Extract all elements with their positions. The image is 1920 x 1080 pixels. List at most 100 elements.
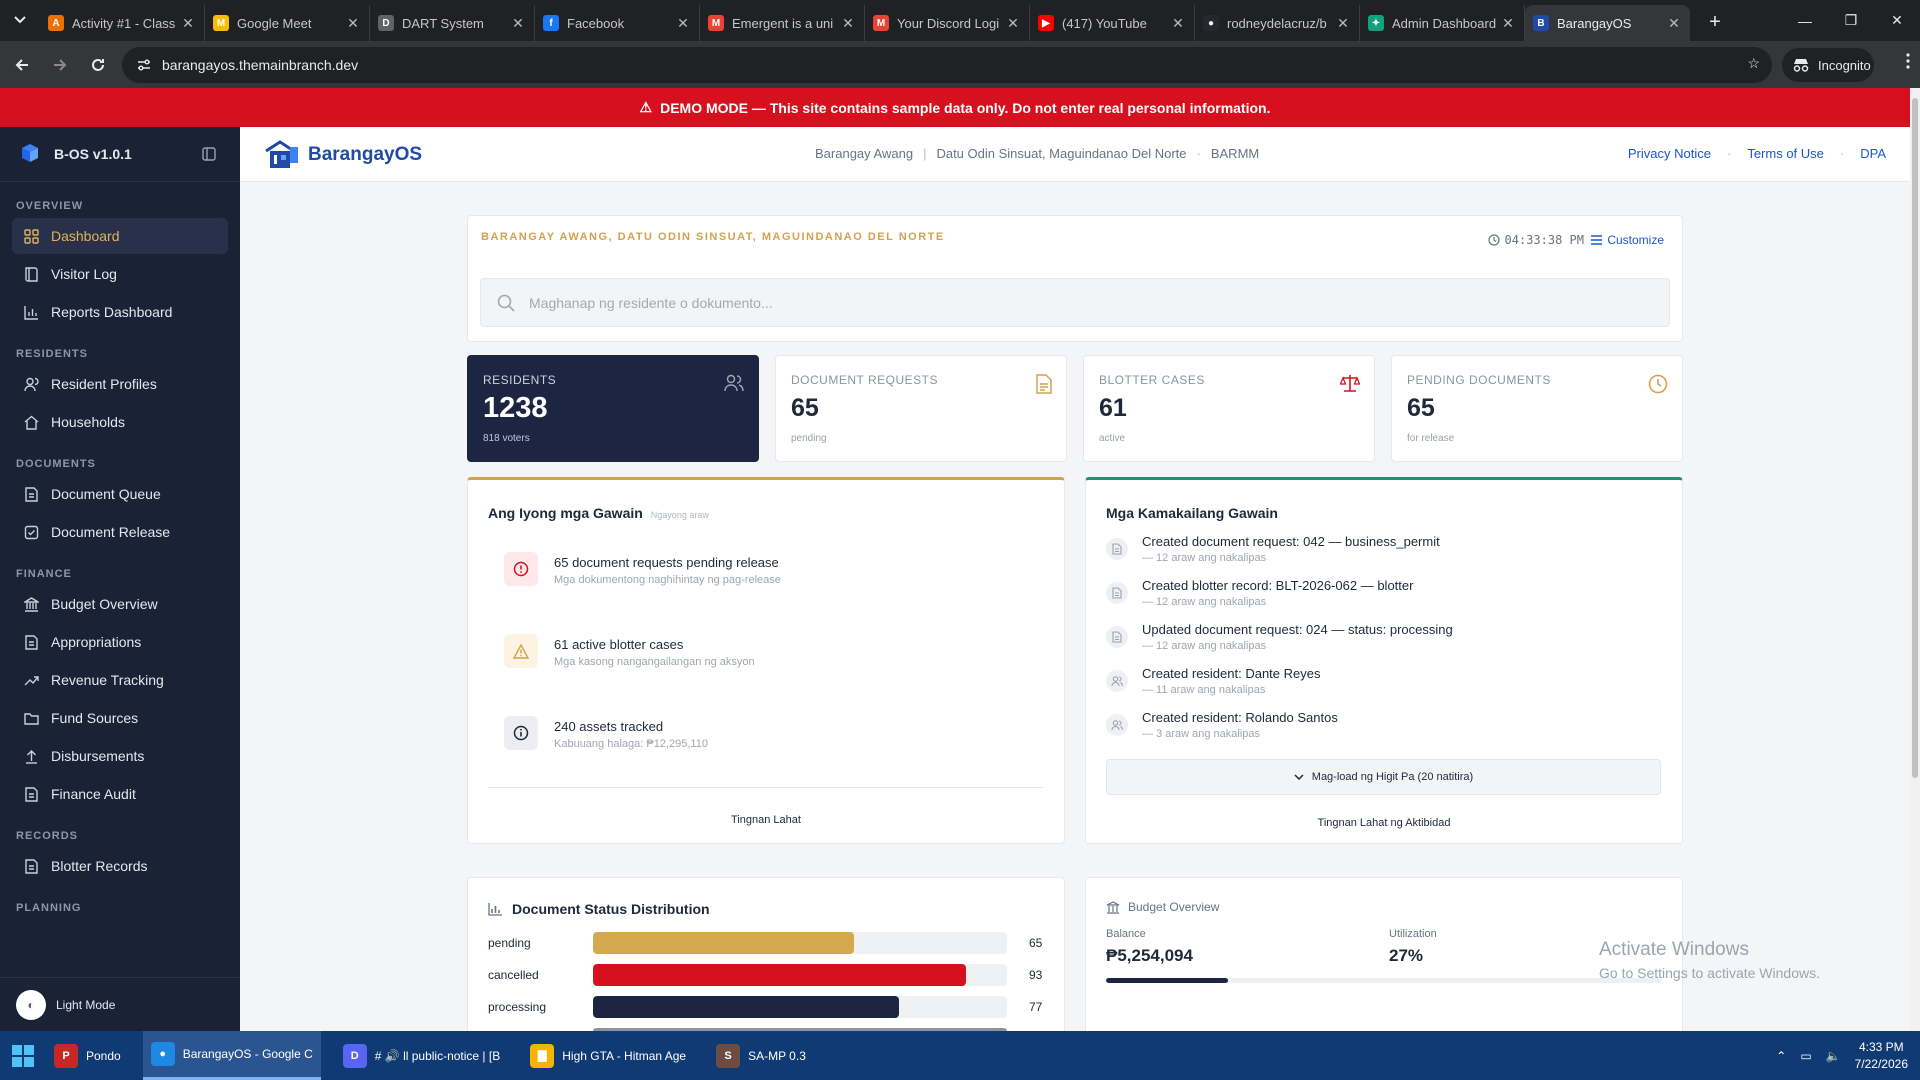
minimize-button[interactable]: —: [1798, 12, 1812, 29]
browser-tab[interactable]: A Activity #1 - Class ✕: [40, 5, 205, 41]
taskbar-app[interactable]: ● BarangayOS - Google C: [142, 1031, 321, 1080]
start-button[interactable]: [0, 1031, 46, 1080]
breadcrumb-separator: ·: [1196, 146, 1201, 161]
tab-close-icon[interactable]: ✕: [1007, 14, 1019, 31]
sidebar-item-document-queue[interactable]: Document Queue: [12, 476, 228, 512]
browser-tab[interactable]: D DART System ✕: [370, 5, 535, 41]
tasks-view-all-button[interactable]: Tingnan Lahat: [731, 814, 801, 826]
browser-menu-button[interactable]: [1906, 53, 1910, 69]
sidebar-item-fund-sources[interactable]: Fund Sources: [12, 700, 228, 736]
privacy-notice-link[interactable]: Privacy Notice: [1627, 146, 1711, 161]
activity-item[interactable]: Created blotter record: BLT-2026-062 — b…: [1106, 578, 1413, 608]
browser-tab[interactable]: M Google Meet ✕: [205, 5, 370, 41]
sidebar-item-disbursements[interactable]: Disbursements: [12, 738, 228, 774]
tab-search-button[interactable]: [6, 8, 34, 32]
status-label: processing: [488, 1000, 547, 1014]
sidebar-item-visitor-log[interactable]: Visitor Log: [12, 256, 228, 292]
restore-button[interactable]: ❐: [1844, 12, 1858, 28]
task-sub: Mga dokumentong naghihintay ng pag-relea…: [554, 574, 781, 586]
sidebar-item-finance-audit[interactable]: Finance Audit: [12, 776, 228, 812]
taskbar-clock[interactable]: 4:33 PM 7/22/2026: [1855, 1039, 1908, 1073]
document-status-title-text: Document Status Distribution: [512, 901, 710, 917]
stat-card-pending-documents[interactable]: PENDING DOCUMENTS 65 for release: [1391, 355, 1683, 462]
task-item[interactable]: 61 active blotter cases Mga kasong nangan…: [504, 634, 755, 668]
sidebar-item-reports-dashboard[interactable]: Reports Dashboard: [12, 294, 228, 330]
tab-close-icon[interactable]: ✕: [677, 14, 689, 31]
app-icon: S: [716, 1043, 741, 1068]
document-icon: [1106, 626, 1128, 648]
stat-card-document-requests[interactable]: DOCUMENT REQUESTS 65 pending: [775, 355, 1067, 462]
tab-close-icon[interactable]: ✕: [1172, 14, 1184, 31]
tab-close-icon[interactable]: ✕: [1668, 14, 1680, 31]
forward-button[interactable]: [44, 49, 76, 81]
task-item[interactable]: 240 assets tracked Kabuuang halaga: ₱12,2…: [504, 716, 708, 750]
collapse-sidebar-button[interactable]: [202, 147, 216, 161]
sidebar-item-households[interactable]: Households: [12, 404, 228, 440]
taskbar-app[interactable]: P Pondo: [46, 1031, 129, 1080]
theme-toggle[interactable]: ◐ Light Mode: [0, 977, 240, 1031]
bank-icon: [24, 596, 39, 612]
sidebar-item-resident-profiles[interactable]: Resident Profiles: [12, 366, 228, 402]
tab-close-icon[interactable]: ✕: [512, 14, 524, 31]
stat-sub: pending: [791, 433, 827, 444]
taskbar-app[interactable]: ▇ High GTA - Hitman Age: [522, 1031, 694, 1080]
activity-item[interactable]: Updated document request: 024 — status: …: [1106, 622, 1453, 652]
status-label: cancelled: [488, 968, 539, 982]
close-window-button[interactable]: ✕: [1891, 12, 1903, 28]
activity-item[interactable]: Created resident: Rolando Santos — 3 araw…: [1106, 710, 1338, 740]
activity-view-all-button[interactable]: Tingnan Lahat ng Aktibidad: [1317, 817, 1451, 829]
tab-title: Emergent is a uni: [732, 15, 834, 31]
sidebar-item-label: Finance Audit: [51, 786, 136, 802]
tab-title: Activity #1 - Class: [72, 15, 176, 31]
task-item[interactable]: 65 document requests pending release Mga …: [504, 552, 781, 586]
stat-value: 65: [1407, 394, 1435, 422]
network-icon[interactable]: ▭: [1800, 1048, 1812, 1063]
sidebar-item-budget-overview[interactable]: Budget Overview: [12, 586, 228, 622]
chevron-up-icon[interactable]: ⌃: [1776, 1048, 1787, 1063]
tab-close-icon[interactable]: ✕: [842, 14, 854, 31]
sidebar-item-dashboard[interactable]: Dashboard: [12, 218, 228, 254]
taskbar-app[interactable]: D # 🔊 ll public-notice | [B: [335, 1031, 508, 1080]
browser-tab[interactable]: ● rodneydelacruz/b ✕: [1195, 5, 1360, 41]
activity-item[interactable]: Created resident: Dante Reyes — 11 araw a…: [1106, 666, 1320, 696]
users-icon: [1106, 670, 1128, 692]
page-scrollbar[interactable]: [1910, 88, 1920, 1031]
sidebar-item-revenue-tracking[interactable]: Revenue Tracking: [12, 662, 228, 698]
tab-title: rodneydelacruz/b: [1227, 15, 1327, 31]
tab-close-icon[interactable]: ✕: [182, 14, 194, 31]
tab-close-icon[interactable]: ✕: [1337, 14, 1349, 31]
stat-value: 61: [1099, 394, 1127, 422]
browser-tab[interactable]: M Emergent is a uni ✕: [700, 5, 865, 41]
browser-tab[interactable]: ✦ Admin Dashboard ✕: [1360, 5, 1525, 41]
dpa-link[interactable]: DPA: [1860, 146, 1886, 161]
url-input[interactable]: barangayos.themainbranch.dev ☆: [122, 47, 1772, 83]
sidebar-item-appropriations[interactable]: Appropriations: [12, 624, 228, 660]
barangayos-logo[interactable]: BarangayOS: [264, 139, 422, 171]
tab-close-icon[interactable]: ✕: [347, 14, 359, 31]
browser-tab[interactable]: ▶ (417) YouTube ✕: [1030, 5, 1195, 41]
utilization-progress: [1106, 978, 1661, 983]
back-button[interactable]: [6, 49, 38, 81]
balance-label: Balance: [1106, 928, 1146, 940]
search-input[interactable]: Maghanap ng residente o dokumento...: [480, 278, 1670, 327]
stat-card-residents[interactable]: RESIDENTS 1238 818 voters: [467, 355, 759, 462]
scrollbar-thumb[interactable]: [1912, 98, 1918, 778]
activity-item[interactable]: Created document request: 042 — business…: [1106, 534, 1440, 564]
load-more-button[interactable]: Mag-load ng Higit Pa (20 natitira): [1106, 759, 1661, 795]
customize-button[interactable]: Customize: [1591, 233, 1664, 247]
volume-icon[interactable]: 🔈: [1825, 1048, 1841, 1063]
reload-button[interactable]: [82, 49, 114, 81]
browser-tab[interactable]: B BarangayOS ✕: [1525, 5, 1690, 41]
app-icon: ▇: [530, 1043, 555, 1068]
stat-card-blotter-cases[interactable]: BLOTTER CASES 61 active: [1083, 355, 1375, 462]
new-tab-button[interactable]: +: [1709, 10, 1721, 33]
browser-tab[interactable]: f Facebook ✕: [535, 5, 700, 41]
browser-tab[interactable]: M Your Discord Logi ✕: [865, 5, 1030, 41]
taskbar-app[interactable]: S SA-MP 0.3: [708, 1031, 814, 1080]
terms-of-use-link[interactable]: Terms of Use: [1747, 146, 1824, 161]
incognito-badge[interactable]: Incognito: [1782, 48, 1874, 82]
sidebar-item-document-release[interactable]: Document Release: [12, 514, 228, 550]
bookmark-star-icon[interactable]: ☆: [1747, 55, 1760, 71]
tab-close-icon[interactable]: ✕: [1502, 14, 1514, 31]
sidebar-item-blotter-records[interactable]: Blotter Records: [12, 848, 228, 884]
